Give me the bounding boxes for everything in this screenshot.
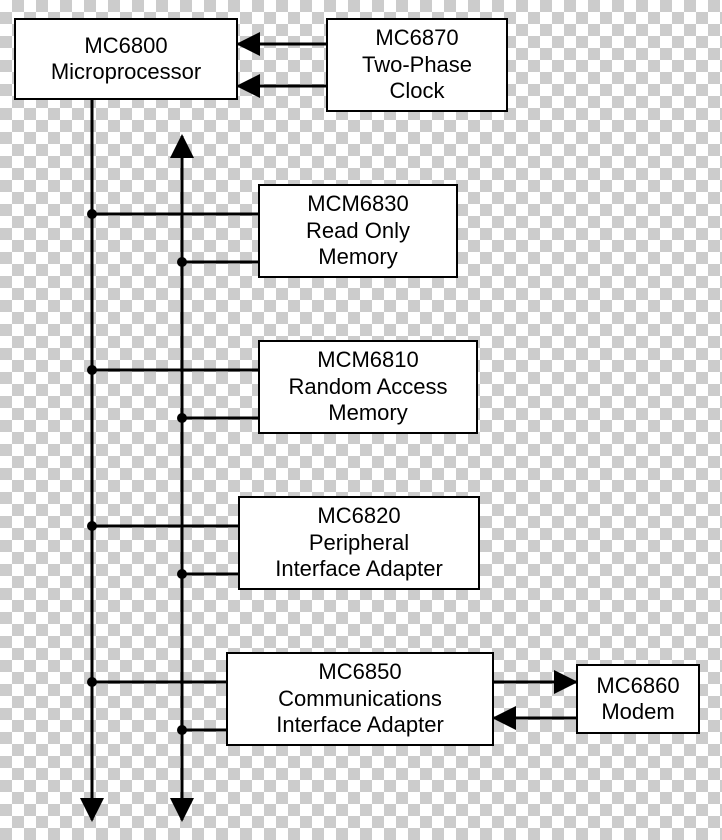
pia-line: MC6820 [317, 503, 400, 529]
modem-line: Modem [601, 699, 674, 725]
ram-line: Random Access [289, 374, 448, 400]
rom-line: Read Only [306, 218, 410, 244]
pia-line: Peripheral [309, 530, 409, 556]
clock-line: Clock [389, 78, 444, 104]
clock-line: MC6870 [375, 25, 458, 51]
cpu-line: Microprocessor [51, 59, 201, 85]
acia-box: MC6850CommunicationsInterface Adapter [226, 652, 494, 746]
ram-line: MCM6810 [317, 347, 418, 373]
acia-line: Interface Adapter [276, 712, 444, 738]
pia-line: Interface Adapter [275, 556, 443, 582]
clock-box: MC6870Two-PhaseClock [326, 18, 508, 112]
rom-box: MCM6830Read OnlyMemory [258, 184, 458, 278]
clock-line: Two-Phase [362, 52, 472, 78]
rom-line: Memory [318, 244, 397, 270]
acia-line: Communications [278, 686, 442, 712]
rom-line: MCM6830 [307, 191, 408, 217]
cpu-box: MC6800Microprocessor [14, 18, 238, 100]
acia-line: MC6850 [318, 659, 401, 685]
modem-box: MC6860Modem [576, 664, 700, 734]
ram-line: Memory [328, 400, 407, 426]
cpu-line: MC6800 [84, 33, 167, 59]
modem-line: MC6860 [596, 673, 679, 699]
ram-box: MCM6810Random AccessMemory [258, 340, 478, 434]
pia-box: MC6820PeripheralInterface Adapter [238, 496, 480, 590]
